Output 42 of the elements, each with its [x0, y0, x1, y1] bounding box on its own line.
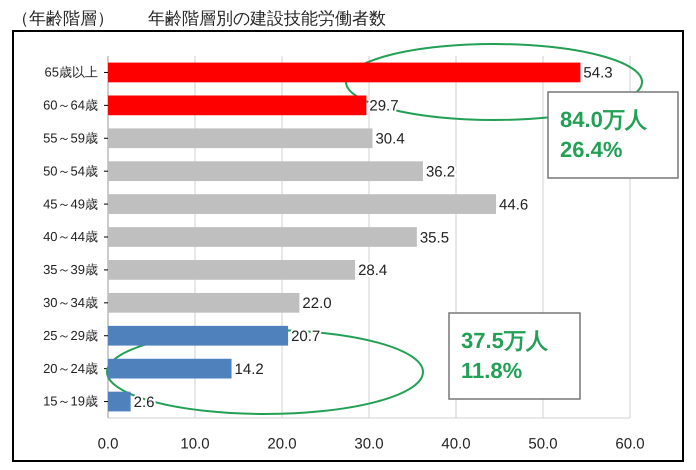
data-label: 30.4: [375, 130, 405, 148]
chart-title: 年齢階層別の建設技能労働者数: [148, 9, 386, 28]
bar: [108, 392, 131, 412]
y-tick-label: 20～24歳: [43, 360, 98, 376]
y-tick-label: 65歳以上: [44, 64, 98, 80]
bar: [108, 227, 417, 247]
y-tick-label: 15～19歳: [43, 394, 98, 409]
x-tick-label: 10.0: [180, 436, 210, 453]
y-tick-label: 60～64歳: [43, 98, 98, 113]
data-label: 28.4: [358, 262, 388, 280]
bar: [108, 326, 288, 346]
x-tick-label: 30.0: [354, 436, 384, 453]
y-tick-label: 40～44歳: [43, 229, 98, 244]
data-label: 54.3: [583, 64, 613, 82]
bar: [108, 292, 300, 313]
y-tick-label: 50～54歳: [43, 163, 98, 178]
data-label: 14.2: [234, 360, 264, 378]
bar: [108, 95, 366, 116]
annotation: 37.5万人 11.8%: [461, 328, 549, 383]
bar: [108, 260, 356, 280]
x-tick-label: 0.0: [98, 436, 118, 453]
data-label: 20.7: [291, 328, 320, 345]
x-tick-label: 60.0: [615, 436, 645, 453]
y-tick-label: 35～39歳: [43, 262, 98, 278]
y-tick-label: 45～49歳: [43, 196, 98, 212]
data-label: 35.5: [420, 229, 450, 246]
bar: [108, 128, 372, 148]
bar: [108, 161, 423, 182]
bar: [108, 194, 496, 214]
y-axis-title: （年齢階層）: [12, 9, 114, 28]
data-label: 44.6: [499, 196, 528, 214]
y-tick-label: 25～29歳: [43, 328, 98, 343]
annotation: 84.0万人 26.4%: [560, 107, 648, 162]
data-label: 22.0: [302, 295, 332, 312]
bar: [108, 62, 580, 82]
data-label: 36.2: [426, 163, 456, 180]
x-tick-label: 40.0: [441, 436, 471, 453]
y-tick-label: 30～34歳: [43, 294, 98, 310]
bar: [108, 358, 232, 379]
x-tick-label: 20.0: [267, 436, 297, 453]
x-tick-label: 50.0: [528, 436, 558, 453]
y-tick-label: 55～59歳: [43, 130, 98, 146]
